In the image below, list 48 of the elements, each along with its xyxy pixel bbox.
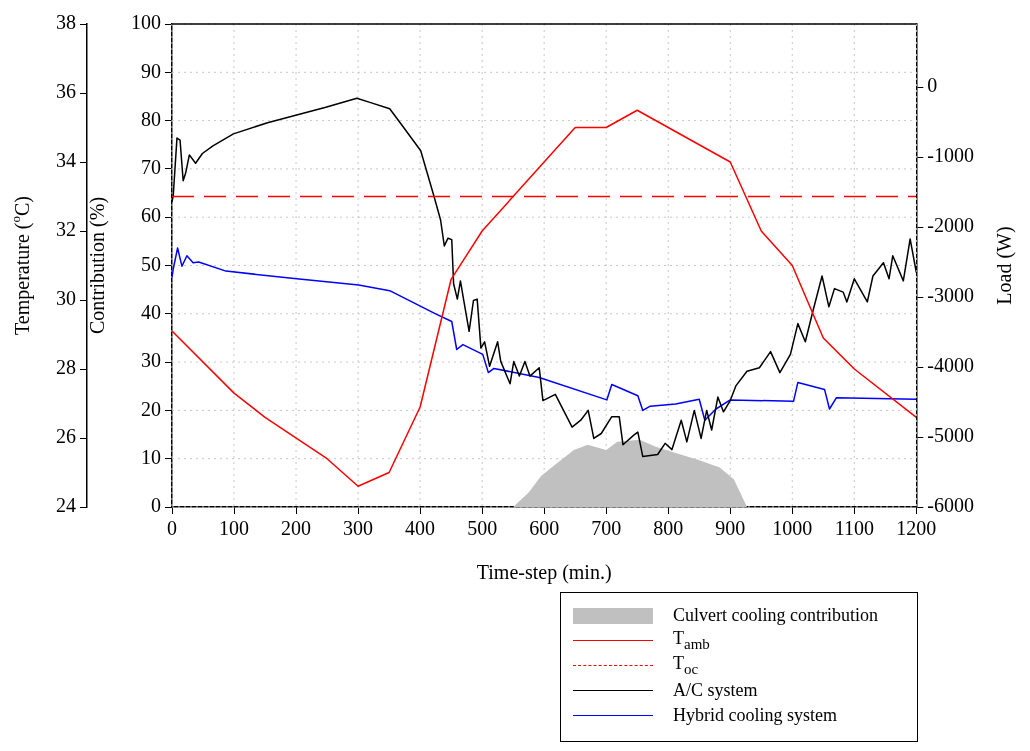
y-tick-label: 60	[141, 204, 161, 227]
y3-tick-label: 34	[56, 149, 76, 172]
x-tick-label: 200	[281, 517, 312, 540]
y-tick-label: 10	[141, 445, 161, 468]
x-tick-label: 100	[219, 517, 250, 540]
y3-axis-title: Temperature (oC)	[8, 196, 35, 335]
x-tick-label: 1200	[896, 517, 937, 540]
x-tick-label: 1000	[772, 517, 813, 540]
x-tick-label: 1100	[834, 517, 874, 540]
legend-label: Hybrid cooling system	[673, 705, 837, 726]
y2-tick-label: -3000	[927, 284, 975, 307]
y3-tick-label: 36	[56, 80, 76, 103]
y-tick-label: 80	[141, 107, 161, 130]
x-axis-title: Time-step (min.)	[476, 561, 612, 585]
y2-tick-label: -6000	[927, 494, 975, 517]
y3-tick-label: 38	[56, 11, 76, 34]
y3-tick-label: 30	[56, 287, 76, 310]
x-tick-label: 300	[343, 517, 374, 540]
y3-tick-label: 26	[56, 425, 76, 448]
y-tick-label: 30	[141, 349, 161, 372]
y2-tick-label: -1000	[927, 144, 975, 167]
y-tick-label: 90	[141, 59, 161, 82]
y2-tick-label: -2000	[927, 214, 975, 237]
x-tick-label: 400	[405, 517, 436, 540]
y-tick-label: 0	[151, 494, 161, 517]
y-axis-title: Contribution (%)	[86, 196, 110, 335]
legend-label: T$_{amb}$	[673, 628, 710, 653]
y-tick-label: 50	[141, 252, 161, 275]
y2-axis-title: Load (W)	[993, 226, 1017, 305]
x-tick-label: 600	[529, 517, 560, 540]
y3-tick-label: 32	[56, 218, 76, 241]
y-tick-label: 70	[141, 156, 161, 179]
y3-tick-label: 24	[56, 494, 76, 517]
y2-tick-label: -4000	[927, 354, 975, 377]
y-tick-label: 20	[141, 397, 161, 420]
y2-tick-label: 0	[927, 74, 938, 97]
x-tick-label: 500	[467, 517, 498, 540]
y-tick-label: 40	[141, 301, 161, 324]
x-tick-label: 700	[591, 517, 622, 540]
x-tick-label: 900	[715, 517, 746, 540]
x-tick-label: 0	[167, 517, 177, 540]
y2-tick-label: -5000	[927, 424, 975, 447]
y3-tick-label: 28	[56, 356, 76, 379]
legend-label: T$_{oc}$	[673, 653, 699, 678]
y-tick-label: 100	[131, 11, 161, 34]
legend-label: A/C system	[673, 680, 758, 701]
x-tick-label: 800	[653, 517, 684, 540]
legend-label: Culvert cooling contribution	[673, 605, 878, 626]
